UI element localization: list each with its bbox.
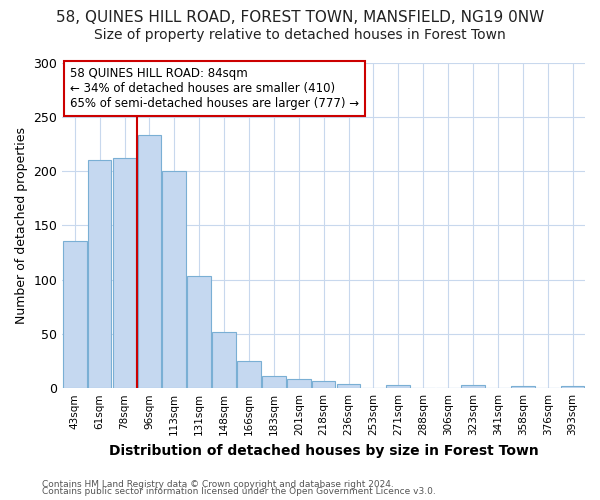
Bar (461, 385, 485, 388)
Bar (88, 160, 112, 388)
Text: Size of property relative to detached houses in Forest Town: Size of property relative to detached ho… (94, 28, 506, 42)
Bar (163, 171, 186, 388)
Text: 58 QUINES HILL ROAD: 84sqm
← 34% of detached houses are smaller (410)
65% of sem: 58 QUINES HILL ROAD: 84sqm ← 34% of deta… (70, 68, 359, 110)
Bar (386, 385, 410, 388)
Text: 58, QUINES HILL ROAD, FOREST TOWN, MANSFIELD, NG19 0NW: 58, QUINES HILL ROAD, FOREST TOWN, MANSF… (56, 10, 544, 25)
Bar (187, 276, 211, 388)
Bar (63, 240, 86, 388)
Bar (312, 380, 335, 388)
Bar (212, 332, 236, 388)
Y-axis label: Number of detached properties: Number of detached properties (15, 127, 28, 324)
Text: Contains HM Land Registry data © Crown copyright and database right 2024.: Contains HM Land Registry data © Crown c… (42, 480, 394, 489)
Bar (113, 158, 136, 388)
Bar (287, 380, 311, 388)
Bar (511, 386, 535, 388)
Bar (137, 135, 161, 388)
Bar (337, 384, 361, 388)
Bar (262, 376, 286, 388)
Bar (237, 361, 261, 388)
Text: Contains public sector information licensed under the Open Government Licence v3: Contains public sector information licen… (42, 488, 436, 496)
Bar (561, 386, 584, 388)
X-axis label: Distribution of detached houses by size in Forest Town: Distribution of detached houses by size … (109, 444, 539, 458)
